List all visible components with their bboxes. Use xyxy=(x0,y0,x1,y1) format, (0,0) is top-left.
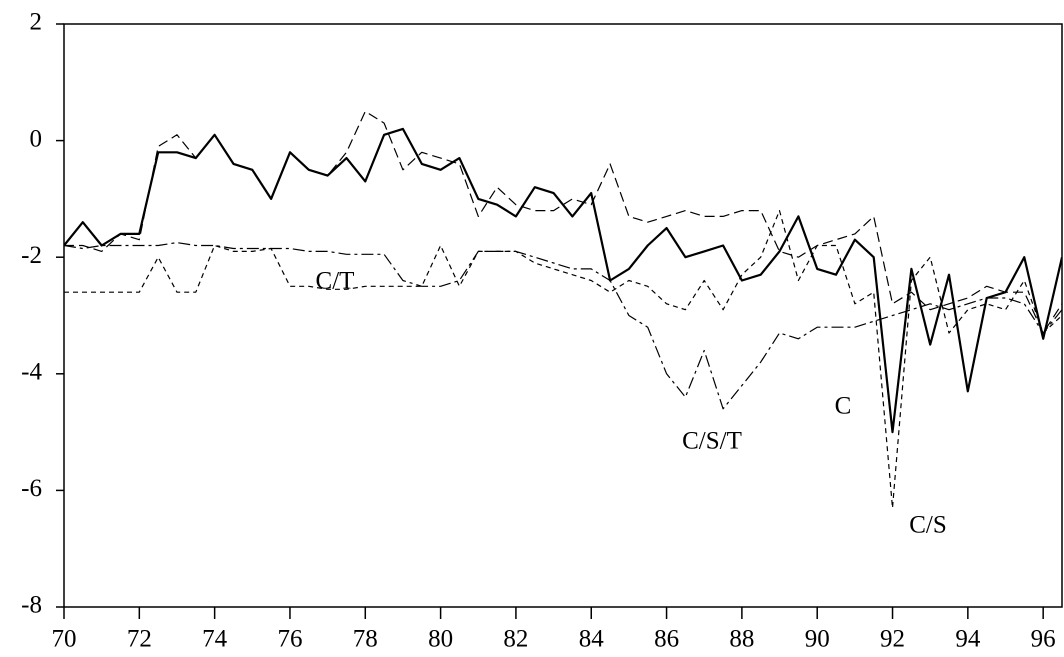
series-label: C/S/T xyxy=(682,428,742,455)
x-tick-label: 70 xyxy=(52,626,77,653)
series-label: C/S xyxy=(909,512,947,539)
series-line xyxy=(64,210,1062,509)
x-tick-label: 86 xyxy=(654,626,679,653)
series-label: C xyxy=(835,393,852,420)
x-tick-label: 78 xyxy=(353,626,378,653)
x-tick-label: 96 xyxy=(1031,626,1056,653)
series-label: C/T xyxy=(316,268,355,295)
x-tick-label: 82 xyxy=(503,626,528,653)
x-tick-label: 84 xyxy=(579,626,605,653)
x-tick-label: 92 xyxy=(880,626,905,653)
x-tick-label: 80 xyxy=(428,626,453,653)
y-tick-label: -8 xyxy=(21,592,42,619)
x-tick-label: 76 xyxy=(277,626,302,653)
series-line xyxy=(64,110,1062,334)
plot-frame xyxy=(63,23,1063,608)
series-line xyxy=(64,242,1062,410)
y-tick-label: -6 xyxy=(21,475,42,502)
y-tick-label: 0 xyxy=(30,125,43,152)
series-line xyxy=(64,127,1062,434)
plot-area xyxy=(64,110,1062,509)
y-tick-label: -4 xyxy=(21,359,42,386)
x-tick-label: 74 xyxy=(202,626,228,653)
y-tick-label: 2 xyxy=(30,9,43,36)
y-tick-label: -2 xyxy=(21,242,42,269)
x-tick-label: 90 xyxy=(805,626,830,653)
x-tick-label: 94 xyxy=(955,626,981,653)
x-tick-label: 72 xyxy=(127,626,152,653)
x-tick-label: 88 xyxy=(729,626,754,653)
